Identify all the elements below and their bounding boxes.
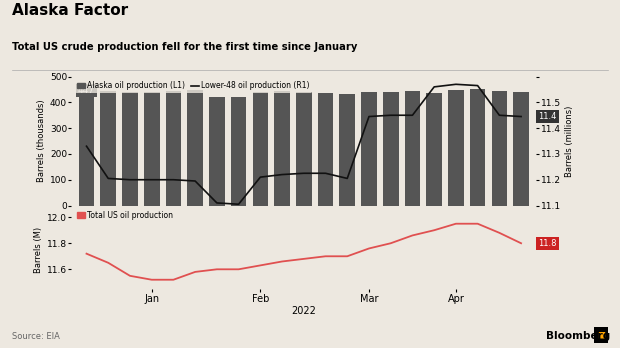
Text: Bloomberg: Bloomberg — [546, 331, 610, 341]
Bar — [79, 90, 94, 206]
Legend: Total US oil production: Total US oil production — [75, 208, 175, 222]
Bar — [166, 91, 181, 206]
Bar — [317, 93, 334, 206]
Bar — [187, 90, 203, 206]
Y-axis label: Barrels (M): Barrels (M) — [34, 227, 43, 273]
Bar — [470, 89, 485, 206]
Text: Total US crude production fell for the first time since January: Total US crude production fell for the f… — [12, 42, 358, 52]
Bar — [492, 91, 507, 206]
Bar — [100, 91, 116, 206]
Bar — [296, 92, 312, 206]
Text: Alaska Factor: Alaska Factor — [12, 3, 128, 18]
Text: Source: EIA: Source: EIA — [12, 332, 60, 341]
Bar — [405, 91, 420, 206]
Text: 447: 447 — [78, 86, 95, 95]
Bar — [274, 91, 290, 206]
Legend: Alaska oil production (L1), Lower-48 oil production (R1): Alaska oil production (L1), Lower-48 oil… — [75, 79, 312, 93]
Bar — [231, 97, 246, 206]
Bar — [144, 92, 159, 206]
Y-axis label: Barrels (thousands): Barrels (thousands) — [37, 100, 46, 182]
Y-axis label: Barrels (millions): Barrels (millions) — [565, 105, 574, 177]
Bar — [122, 92, 138, 206]
Bar — [361, 92, 377, 206]
Text: ◼: ◼ — [596, 330, 605, 340]
Text: 11.8: 11.8 — [539, 239, 557, 248]
Text: 11.4: 11.4 — [539, 112, 557, 121]
Bar — [448, 90, 464, 206]
Bar — [427, 93, 442, 206]
Bar — [339, 94, 355, 206]
X-axis label: 2022: 2022 — [291, 306, 316, 316]
Bar — [252, 92, 268, 206]
Bar — [209, 97, 224, 206]
Bar — [383, 92, 399, 206]
Bar — [513, 92, 529, 206]
